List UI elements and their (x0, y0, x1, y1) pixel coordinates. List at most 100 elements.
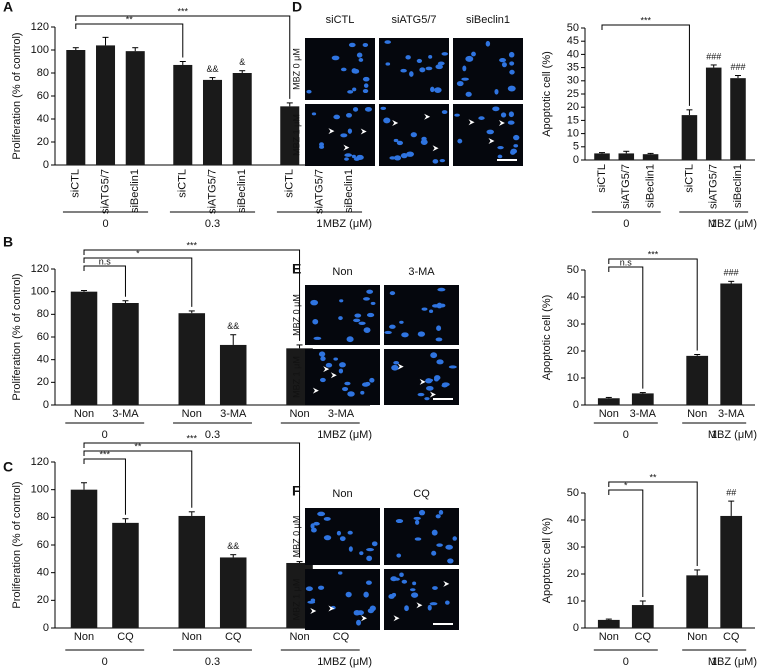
image-column-label: 3-MA (408, 266, 435, 278)
y-tick-label: 20 (37, 376, 49, 388)
nucleus (346, 112, 352, 118)
nucleus (306, 89, 312, 94)
nucleus (410, 132, 417, 138)
micrograph (305, 569, 380, 630)
nucleus (307, 600, 316, 604)
nucleus (500, 112, 507, 118)
nucleus (333, 114, 341, 120)
arrowhead (416, 602, 423, 609)
nucleus (406, 151, 415, 157)
nucleus (340, 67, 347, 72)
significance-bracket (83, 257, 193, 307)
y-tick-label: 10 (567, 595, 579, 607)
significance-label: *** (648, 249, 659, 259)
nucleus (419, 67, 426, 73)
x-tick-label: Non (599, 631, 619, 643)
nucleus (435, 64, 443, 70)
nucleus (363, 591, 369, 598)
group-label: 0 (102, 218, 108, 230)
y-tick-label: 50 (567, 22, 579, 34)
nucleus (363, 83, 369, 88)
group-label: 1 (711, 218, 717, 230)
image-column-label: siCTL (326, 14, 355, 26)
nucleus (364, 381, 371, 386)
nucleus (439, 159, 446, 163)
nucleus (358, 57, 364, 62)
y-tick-label: 20 (37, 136, 49, 148)
nucleus (359, 551, 364, 556)
nucleus (416, 58, 423, 64)
nucleus (351, 154, 356, 159)
nucleus (323, 535, 332, 541)
nucleus (369, 377, 375, 383)
x-tick-label: Non (687, 408, 707, 420)
nucleus (365, 580, 372, 585)
bar (720, 515, 743, 628)
bar (232, 73, 252, 165)
nucleus (310, 299, 319, 306)
nucleus (347, 391, 355, 397)
nucleus (362, 76, 370, 82)
y-tick-label: 10 (567, 372, 579, 384)
group-label: 0 (623, 656, 629, 668)
group-label: 1 (317, 656, 323, 668)
nucleus (457, 138, 463, 144)
nucleus (384, 330, 392, 335)
significance-label: *** (187, 240, 198, 250)
significance-bracket (83, 442, 301, 558)
nucleus (414, 537, 422, 541)
nucleus (435, 337, 443, 342)
x-tick-label: siATG5/7 (620, 164, 632, 209)
nucleus (429, 602, 438, 606)
bar (597, 619, 620, 628)
nucleus (445, 544, 453, 550)
nucleus (390, 576, 398, 582)
significance-bracket (608, 489, 644, 597)
y-tick-label: 60 (37, 539, 49, 551)
nucleus (432, 586, 438, 590)
x-tick-label: 3-MA (328, 408, 355, 420)
x-tick-label: siATG5/7 (99, 169, 111, 214)
micrograph (384, 349, 459, 405)
nucleus (497, 154, 503, 159)
nucleus (396, 140, 404, 146)
x-tick-label: Non (599, 408, 619, 420)
micrograph (305, 349, 380, 405)
group-axis-label: MBZ (μM) (323, 656, 372, 668)
nucleus (352, 87, 357, 92)
significance-bracket (608, 266, 644, 389)
significance-bracket (608, 481, 698, 566)
y-tick-label: 40 (567, 291, 579, 303)
image-row-label: MBZ 1 μM (291, 114, 301, 156)
image-column-label: siATG5/7 (391, 14, 436, 26)
x-tick-label: 3-MA (220, 408, 247, 420)
bar (597, 398, 620, 405)
y-axis-label: Apoptotic cell (%) (541, 51, 553, 137)
nucleus (438, 510, 444, 515)
nucleus (344, 381, 351, 386)
y-tick-label: 50 (567, 487, 579, 499)
nucleus (434, 87, 442, 93)
nucleus (338, 368, 344, 374)
nucleus (346, 336, 354, 343)
y-tick-label: 25 (567, 88, 579, 100)
nucleus (431, 550, 437, 556)
group-label: 0 (102, 429, 108, 441)
nucleus (413, 516, 421, 520)
nucleus (417, 392, 425, 397)
nucleus (436, 359, 444, 365)
y-tick-label: 20 (567, 101, 579, 113)
y-axis-label: Apoptotic cell (%) (541, 295, 553, 381)
nucleus (389, 156, 396, 160)
y-tick-label: 60 (37, 331, 49, 343)
x-tick-label: siCTL (596, 164, 608, 193)
y-tick-label: 0 (43, 159, 49, 171)
significance-mark: ### (730, 62, 745, 72)
nucleus (339, 536, 346, 542)
group-label: 1 (316, 218, 322, 230)
nucleus (399, 320, 404, 324)
nucleus (358, 321, 366, 325)
arrowhead (488, 137, 495, 144)
x-tick-label: siATG5/7 (313, 169, 325, 214)
